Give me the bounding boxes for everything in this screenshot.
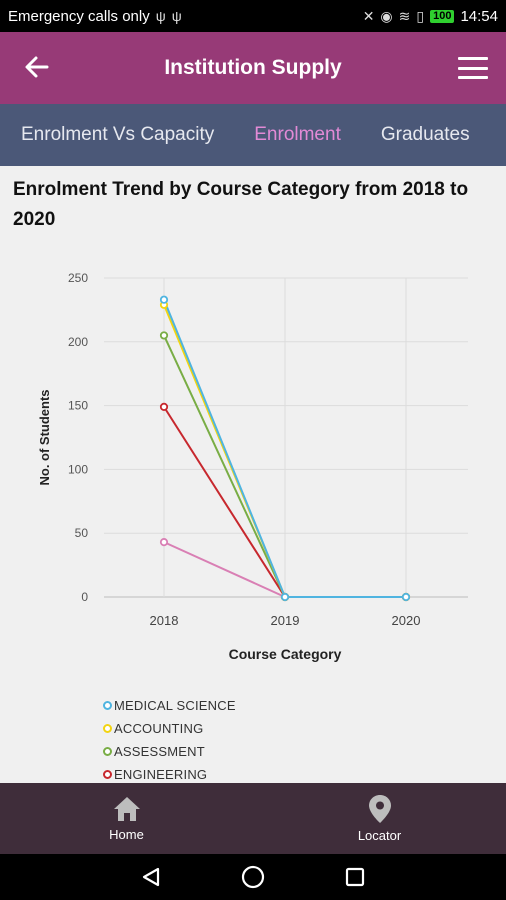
legend-marker	[103, 701, 112, 710]
tab-enrolment-vs-capacity[interactable]: Enrolment Vs Capacity	[21, 124, 215, 145]
hamburger-line	[458, 66, 488, 70]
legend-item[interactable]: ASSESSMENT	[103, 740, 236, 763]
data-point	[159, 331, 169, 340]
hamburger-line	[458, 76, 488, 79]
eye-icon: ◉	[380, 7, 393, 24]
nav-locator-label: Locator	[357, 828, 402, 843]
legend-marker	[103, 747, 112, 756]
mute-icon: ✕	[362, 7, 375, 24]
legend-item[interactable]: ENGINEERING	[103, 763, 236, 783]
legend-label: ACCOUNTING	[114, 721, 204, 736]
y-tick-label: 150	[68, 399, 88, 413]
y-tick-label: 200	[68, 335, 88, 349]
x-axis-label: Course Category	[229, 646, 342, 662]
legend-marker	[103, 724, 112, 733]
usb-icon-2: ψ	[171, 8, 182, 24]
tab-bar: Enrolment Vs Capacity Enrolment Graduate…	[0, 104, 506, 166]
chart-legend: MEDICAL SCIENCE ACCOUNTING ASSESSMENT ENGIN…	[103, 694, 236, 783]
legend-label: MEDICAL SCIENCE	[114, 698, 236, 713]
tab-graduates[interactable]: Graduates	[380, 124, 470, 145]
nav-home[interactable]: Home	[0, 783, 253, 854]
y-tick-label: 0	[81, 590, 88, 604]
nav-locator[interactable]: Locator	[253, 783, 506, 854]
page-title: Institution Supply	[164, 56, 342, 79]
home-circle-icon[interactable]	[241, 865, 265, 889]
nav-home-label: Home	[109, 827, 144, 842]
legend-marker	[103, 770, 112, 779]
x-tick-label: 2018	[150, 613, 179, 628]
legend-label: ENGINEERING	[114, 767, 208, 782]
y-tick-label: 100	[68, 462, 88, 476]
x-tick-label: 2020	[392, 613, 421, 628]
menu-button[interactable]	[458, 54, 488, 82]
data-point	[159, 295, 169, 304]
back-button[interactable]	[22, 52, 52, 82]
tab-enrolment[interactable]: Enrolment	[254, 124, 341, 145]
sim-icon: ▯	[416, 7, 425, 24]
recents-square-icon[interactable]	[344, 866, 366, 888]
app-bar: Institution Supply	[0, 32, 506, 104]
wifi-icon: ≋	[398, 7, 411, 24]
y-axis-label: No. of Students	[37, 389, 52, 485]
carrier-text: Emergency calls only	[8, 7, 150, 25]
status-bar: Emergency calls only ψ ψ ✕ ◉ ≋ ▯ 100 14:…	[0, 0, 506, 32]
data-point	[280, 592, 290, 602]
data-point	[401, 592, 411, 602]
legend-item[interactable]: MEDICAL SCIENCE	[103, 694, 236, 717]
legend-label: ASSESSMENT	[114, 744, 205, 759]
chart-title: Enrolment Trend by Course Category from …	[13, 179, 469, 230]
bottom-navigation: Home Locator	[0, 783, 506, 854]
hamburger-menu-icon	[458, 57, 488, 60]
main-content: Enrolment Trend by Course Category from …	[0, 166, 506, 783]
y-tick-label: 50	[75, 526, 89, 540]
data-point	[159, 402, 169, 411]
y-tick-label: 250	[68, 271, 88, 285]
system-navigation-bar	[0, 854, 506, 900]
legend-item[interactable]: ACCOUNTING	[103, 717, 236, 740]
arrow-left-icon	[25, 56, 49, 78]
home-icon	[113, 797, 140, 821]
line-chart: 0 50 100 150 200 250 2018 2019 2020 Course Catego…	[37, 271, 468, 662]
back-triangle-icon[interactable]	[140, 866, 162, 888]
clock: 14:54	[460, 7, 498, 25]
data-point	[159, 538, 169, 547]
battery-icon: 100	[430, 9, 455, 23]
location-pin-icon	[368, 795, 391, 823]
x-tick-label: 2019	[271, 613, 300, 628]
usb-icon: ψ	[155, 8, 166, 24]
